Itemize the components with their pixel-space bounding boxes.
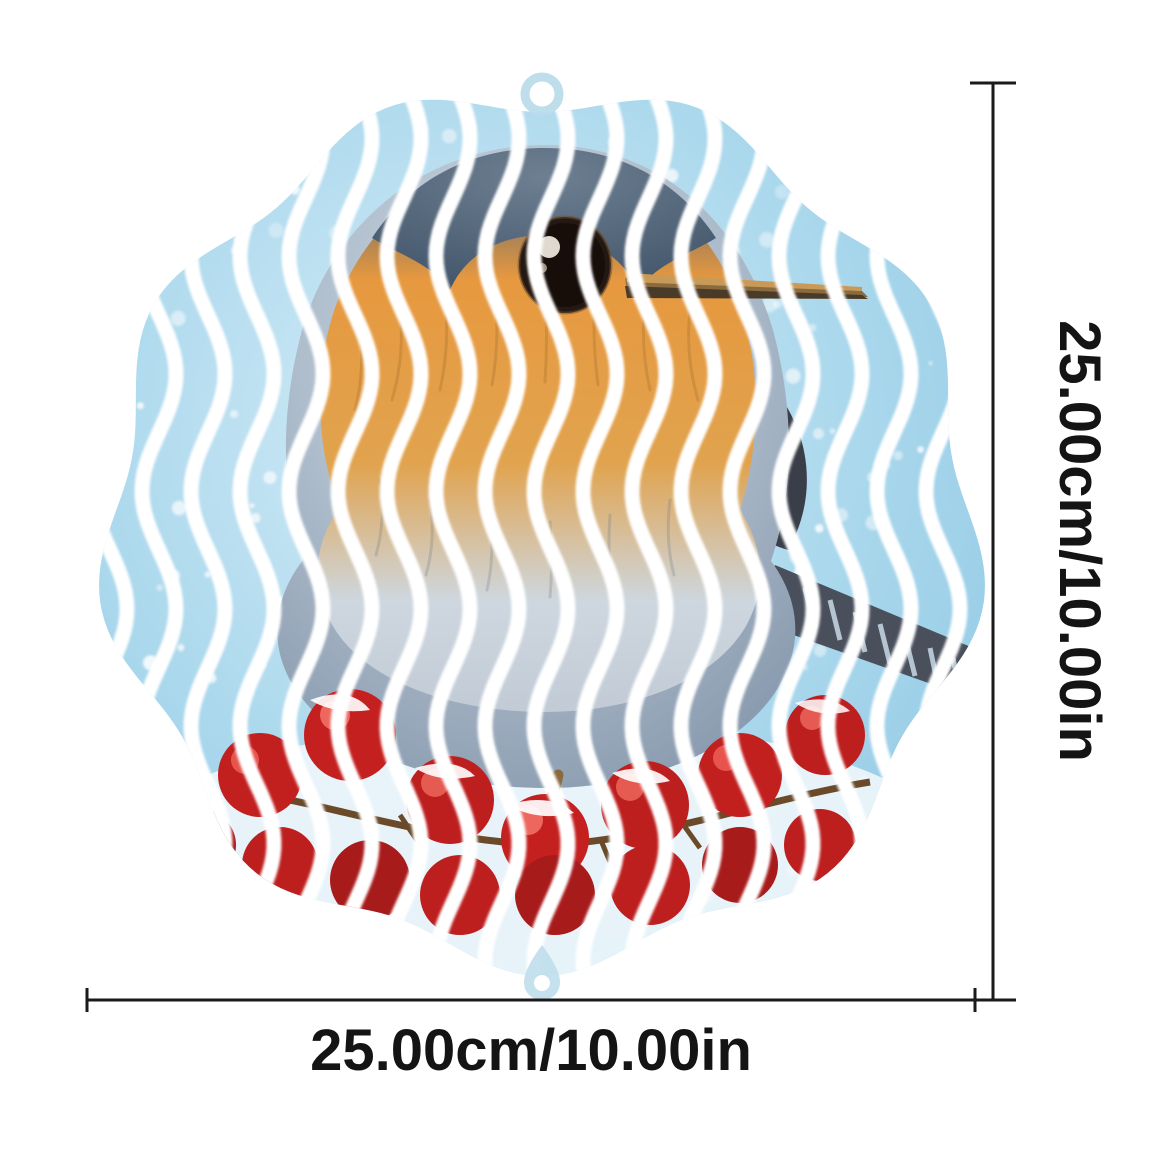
- svg-text:25.00cm/10.00in: 25.00cm/10.00in: [310, 1018, 752, 1083]
- svg-text:25.00cm/10.00in: 25.00cm/10.00in: [1047, 320, 1112, 762]
